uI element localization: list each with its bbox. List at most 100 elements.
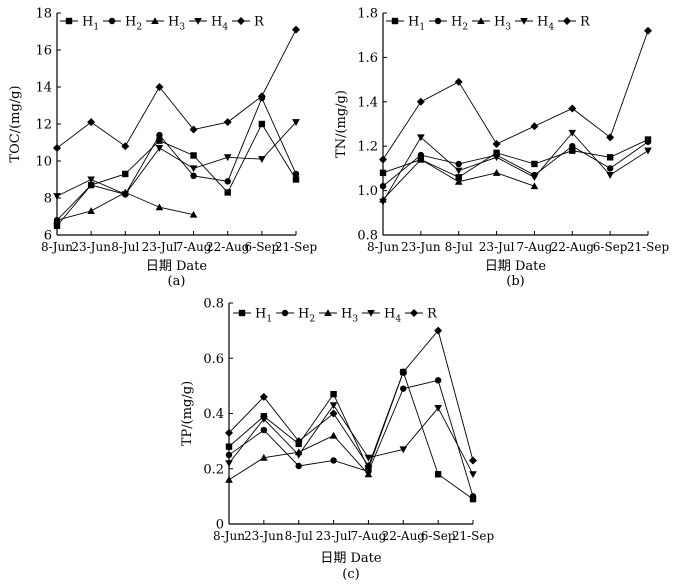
data-point [223,154,232,162]
data-point [292,25,300,34]
x-tick-label: 8-Jun [213,529,245,543]
x-tick-label: 23-Jun [401,240,441,254]
data-point [87,118,96,127]
legend-label: H3 [494,15,511,33]
x-tick-label: 23-Jun [244,529,284,543]
series-H1 [53,120,300,229]
x-tick-label: 21-Sep [452,529,495,543]
series-H2 [379,138,652,190]
data-point [416,97,425,106]
data-point [379,198,387,206]
data-point [417,155,425,163]
x-tick-label: 7-Aug [517,240,553,254]
x-tick-label: 22-Aug [206,240,250,254]
data-point [224,189,231,196]
data-point [330,390,337,398]
legend-marker [520,18,528,25]
data-point [469,456,477,465]
legend-subscript: 2 [136,23,142,33]
y-tick-label: 0 [216,518,224,533]
data-point [292,119,300,126]
data-point [295,462,302,470]
data-point [190,152,197,159]
legend-marker [281,309,289,317]
series-R [53,25,300,153]
data-point [190,172,197,179]
data-point [189,165,198,173]
x-tick-label: 22-Aug [551,240,595,254]
data-point [606,133,615,142]
panel-label: (b) [506,274,524,289]
x-tick-label: 8-Jul [445,240,473,254]
series-line [228,370,474,500]
series-line [56,29,297,149]
legend-subscript: 2 [462,23,468,33]
data-point [364,470,373,478]
legend-label: H2 [451,15,468,33]
legend-marker [367,310,375,317]
series-line [382,139,649,178]
data-point [225,428,233,437]
legend-subscript: 3 [179,23,185,33]
data-point [606,172,614,179]
data-point [329,402,338,410]
legend-subscript: 4 [222,23,228,33]
legend-marker [410,309,418,317]
series-H2 [225,377,477,500]
chart-panel-3: 0 0.2 0.4 0.6 0.8 8-Jun 23-Jun 8-Jul 23-Jul 7-Aug… [180,297,494,583]
y-axis-title: TP/(mg/g) [180,381,195,446]
x-axis-title: 日期 Date [485,259,547,274]
data-point [225,451,233,459]
legend-marker [65,17,73,25]
x-tick-label: 23-Jun [71,240,111,254]
data-point [364,461,373,470]
x-tick-label: 8-Jun [41,240,73,254]
x-tick-label: 23-Jul [142,240,178,254]
data-point [379,182,387,190]
panel-label: (a) [168,274,186,289]
x-tick-label: 21-Sep [275,240,318,254]
legend: H1 H2 H3 H4 R [233,307,438,325]
series-line [56,121,297,197]
legend-subscript: 3 [352,315,358,325]
data-point [455,174,462,181]
data-point [644,147,652,155]
data-point [531,160,538,168]
x-tick-label: 6-Sep [245,240,280,254]
data-point [53,193,61,200]
legend-label: H4 [537,15,554,33]
data-point [569,147,576,154]
data-point [156,137,163,144]
data-point [189,210,198,218]
data-point [155,145,164,152]
data-point [492,154,501,162]
data-point [223,118,232,127]
data-point [87,176,95,184]
data-point [606,154,614,161]
x-tick-label: 23-Jul [479,240,515,254]
data-point [225,476,233,483]
y-tick-label: 8 [44,192,52,207]
legend-subscript: 2 [309,315,315,325]
legend-label: H2 [125,15,142,33]
data-point [53,144,61,153]
data-point [454,167,463,175]
legend-subscript: 4 [395,315,401,325]
x-tick-label: 6-Sep [593,240,628,254]
data-point [568,104,577,113]
data-point [122,170,129,178]
data-point [121,191,130,199]
y-tick-label: 1.0 [357,184,378,199]
legend-marker [237,17,245,25]
data-point [225,460,233,468]
data-point [530,174,539,182]
data-point [569,143,576,150]
data-point [469,471,477,479]
legend-marker [108,17,116,25]
y-tick-label: 0.8 [357,229,378,244]
x-tick-label: 8-Jul [285,529,313,543]
data-point [258,156,266,163]
x-tick-label: 7-Aug [351,529,387,543]
data-point [257,92,266,101]
